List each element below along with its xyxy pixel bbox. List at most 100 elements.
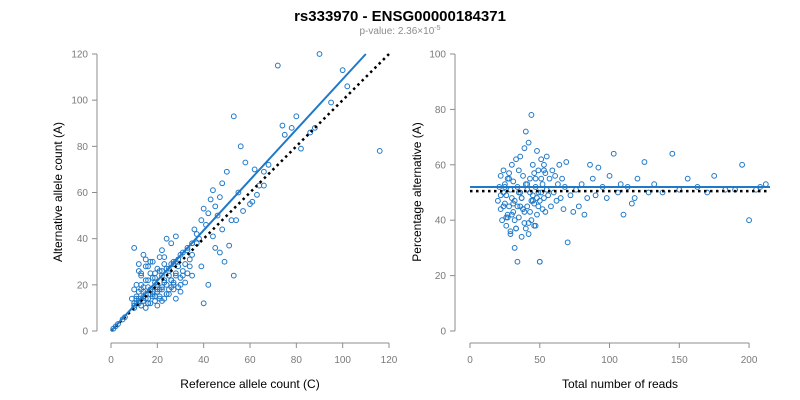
right-data-point [556, 161, 563, 168]
right-data-point [500, 167, 507, 174]
right-data-point [559, 175, 565, 182]
right-data-point [515, 167, 522, 174]
left-data-point [235, 189, 242, 196]
left-x-tick-label: 20 [152, 355, 164, 366]
left-data-point [191, 226, 198, 233]
right-data-point [506, 175, 512, 182]
left-data-point [182, 279, 189, 286]
left-data-point [156, 254, 163, 261]
right-data-point [522, 225, 529, 232]
left-data-point [147, 270, 154, 277]
subtitle-exponent: -5 [434, 25, 440, 32]
left-data-point [279, 122, 286, 129]
left-data-point [135, 261, 142, 267]
right-x-tick-label: 100 [601, 355, 618, 366]
right-data-point [560, 206, 567, 213]
left-data-point [316, 51, 323, 57]
right-data-point [542, 208, 549, 215]
right-data-point [555, 181, 561, 188]
right-data-point [543, 153, 550, 160]
left-data-point [184, 270, 191, 277]
left-data-point [172, 295, 179, 302]
right-data-point [564, 239, 571, 246]
left-data-point [228, 217, 235, 224]
right-data-point [513, 156, 519, 163]
left-data-point [177, 288, 184, 295]
right-data-point [567, 192, 574, 199]
right-data-point [535, 167, 542, 174]
right-data-point [525, 220, 532, 226]
right-data-point [503, 192, 510, 199]
left-data-point [261, 168, 267, 175]
left-data-point [168, 284, 175, 291]
right-data-point [528, 112, 535, 118]
right-data-point [507, 228, 514, 235]
left-data-point [237, 143, 244, 150]
right-data-point [501, 200, 508, 207]
right-data-point [542, 170, 549, 177]
right-y-axis-label: Percentage alternative (A) [410, 122, 424, 261]
left-fit-line [110, 53, 367, 332]
right-data-point [503, 222, 510, 229]
right-data-point [592, 192, 599, 199]
right-data-point [739, 161, 745, 168]
left-y-tick-label: 80 [77, 142, 89, 153]
right-data-point [603, 195, 610, 201]
left-data-point [152, 298, 158, 304]
left-data-point [149, 293, 156, 300]
left-data-point [138, 302, 145, 309]
right-y-tick-label: 20 [435, 271, 447, 282]
left-y-tick-label: 100 [71, 96, 88, 107]
right-y-tick-label: 0 [440, 327, 446, 338]
left-x-tick-label: 0 [108, 355, 114, 366]
right-data-point [510, 208, 517, 215]
right-x-tick-label: 0 [467, 355, 473, 366]
right-x-axis-label: Total number of reads [562, 377, 678, 391]
left-data-point [214, 212, 221, 219]
left-data-point [288, 124, 295, 131]
right-x-tick-label: 150 [671, 355, 688, 366]
left-data-point [177, 275, 184, 281]
right-data-point [499, 217, 505, 224]
left-data-point [307, 129, 314, 136]
left-data-point [189, 272, 195, 279]
left-data-point [328, 99, 334, 106]
left-data-point [233, 217, 240, 224]
left-data-point [210, 187, 216, 194]
right-data-point [578, 181, 585, 188]
right-y-tick-label: 60 [435, 160, 447, 171]
right-data-point [541, 167, 547, 174]
right-data-point [570, 208, 577, 215]
right-data-point [549, 167, 556, 174]
right-data-point [511, 245, 518, 251]
left-data-point [205, 210, 212, 217]
left-x-tick-label: 80 [291, 355, 303, 366]
left-data-point [145, 300, 151, 307]
left-data-point [339, 67, 346, 74]
right-data-point [528, 217, 535, 224]
right-y-tick-label: 100 [429, 50, 446, 61]
left-data-point [179, 268, 186, 274]
left-data-point [251, 166, 258, 173]
right-data-point [538, 175, 545, 182]
left-data-point [223, 168, 230, 175]
left-data-point [230, 113, 237, 120]
left-data-point [138, 270, 145, 277]
right-data-point [529, 161, 536, 168]
left-data-point [230, 272, 237, 279]
left-y-tick-label: 40 [77, 234, 89, 245]
left-data-point [311, 124, 318, 131]
left-data-point [140, 251, 147, 258]
right-data-point [511, 197, 518, 204]
right-data-point [534, 148, 540, 154]
left-data-point [281, 131, 288, 138]
right-data-point [617, 181, 624, 188]
left-data-point [207, 196, 214, 203]
left-data-point [133, 281, 140, 288]
left-data-point [198, 263, 205, 270]
right-data-point [651, 181, 658, 188]
left-data-point [159, 247, 165, 254]
right-data-point [584, 195, 591, 201]
right-data-point [634, 175, 641, 182]
right-data-point [615, 189, 621, 196]
